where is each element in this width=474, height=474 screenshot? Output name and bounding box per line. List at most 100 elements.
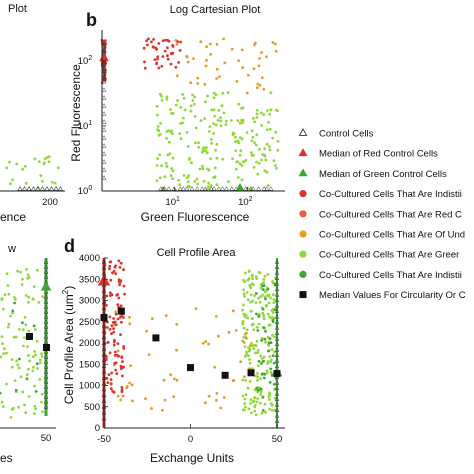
data-point — [151, 45, 155, 49]
data-point — [39, 174, 43, 178]
data-point — [27, 354, 30, 357]
data-point — [156, 113, 159, 117]
data-point — [257, 359, 261, 363]
data-point — [255, 277, 259, 280]
control-point — [274, 352, 280, 358]
median-square — [187, 364, 194, 372]
data-point — [215, 156, 219, 160]
control-point — [26, 185, 32, 191]
data-point — [256, 172, 260, 176]
data-point — [256, 397, 259, 400]
data-point — [156, 55, 160, 59]
control-point — [261, 186, 267, 191]
legend-label: Co-Cultured Cells That Are Indistii — [319, 270, 462, 281]
data-point — [272, 298, 276, 301]
data-point — [234, 167, 238, 171]
data-point — [115, 353, 119, 357]
control-point — [43, 399, 49, 404]
data-point — [32, 297, 35, 301]
data-point — [171, 44, 175, 47]
data-point — [253, 141, 256, 145]
data-point — [14, 298, 17, 301]
data-point — [157, 66, 161, 70]
control-point — [274, 413, 280, 418]
data-point — [194, 307, 198, 310]
data-point — [271, 333, 274, 337]
data-point — [201, 150, 204, 154]
data-point — [178, 49, 182, 52]
data-point — [213, 114, 217, 118]
data-point — [204, 100, 207, 104]
control-point — [101, 95, 107, 100]
data-point — [244, 379, 248, 382]
data-point — [250, 341, 253, 345]
data-point — [260, 411, 264, 415]
data-point — [244, 158, 248, 162]
data-point — [215, 77, 219, 80]
control-point — [43, 289, 49, 294]
data-point — [266, 312, 270, 316]
data-point — [121, 360, 124, 363]
data-point — [109, 260, 113, 264]
data-point — [33, 384, 36, 388]
data-point — [36, 367, 39, 370]
median-square — [247, 369, 255, 377]
data-point — [11, 178, 14, 182]
data-point — [16, 363, 20, 367]
control-point — [171, 186, 177, 191]
data-point — [1, 342, 4, 345]
data-point — [208, 130, 211, 133]
control-point — [43, 359, 49, 364]
data-point — [160, 64, 164, 68]
data-point — [175, 378, 179, 382]
data-point — [41, 295, 45, 298]
data-point — [257, 64, 261, 68]
data-point — [34, 407, 38, 411]
control-point — [101, 119, 107, 124]
data-point — [110, 324, 114, 328]
data-point — [37, 300, 41, 304]
panel-b-ylabel: Red Fluorescence — [69, 64, 83, 162]
panel-d-ylabel-main: Cell Profile Area (um — [62, 294, 76, 404]
data-point — [253, 43, 256, 47]
data-point — [274, 130, 278, 134]
control-point — [101, 135, 107, 140]
data-point — [259, 387, 263, 391]
data-point — [271, 136, 274, 140]
panel-b-points — [99, 37, 280, 192]
data-point — [247, 346, 250, 349]
data-point — [171, 156, 175, 160]
data-point — [40, 392, 44, 396]
data-point — [252, 347, 256, 351]
data-point — [189, 109, 193, 113]
data-point — [260, 51, 263, 54]
data-point — [237, 59, 241, 62]
data-point — [274, 164, 277, 167]
panel-d-title: Cell Profile Area — [157, 247, 237, 259]
data-point — [109, 387, 113, 391]
data-point — [247, 277, 251, 281]
data-point — [158, 153, 162, 157]
data-point — [0, 297, 4, 300]
control-point — [274, 275, 280, 281]
data-point — [244, 405, 247, 409]
data-point — [269, 370, 273, 374]
data-point — [236, 119, 240, 122]
data-point — [257, 296, 260, 300]
data-point — [276, 148, 280, 152]
control-point — [208, 186, 214, 191]
data-point — [262, 278, 266, 281]
data-point — [254, 301, 258, 305]
data-point — [33, 157, 37, 161]
legend-label: Co-Cultured Cells That Are Indistii — [319, 189, 462, 200]
data-point — [112, 317, 115, 320]
legend-marker-circle — [299, 250, 307, 258]
data-point — [155, 61, 159, 65]
data-point — [210, 141, 214, 145]
data-point — [175, 323, 179, 326]
data-point — [27, 329, 30, 333]
data-point — [205, 151, 209, 155]
data-point — [25, 373, 29, 376]
data-point — [32, 324, 36, 328]
data-point — [242, 288, 246, 292]
